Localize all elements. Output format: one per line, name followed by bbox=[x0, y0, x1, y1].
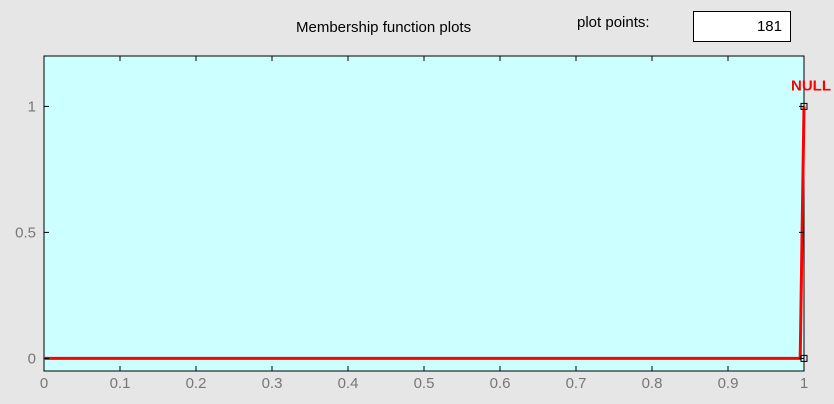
x-tick-label: 0.1 bbox=[110, 375, 131, 392]
plot-points-input[interactable] bbox=[693, 11, 791, 42]
x-tick-label: 0.7 bbox=[566, 375, 587, 392]
y-tick-label: 1 bbox=[28, 98, 36, 115]
mf-label-null[interactable]: NULL bbox=[791, 77, 831, 94]
x-tick-label: 0.2 bbox=[186, 375, 207, 392]
x-tick-label: 0.9 bbox=[718, 375, 739, 392]
x-tick-label: 0.6 bbox=[490, 375, 511, 392]
x-tick-label: 0.8 bbox=[642, 375, 663, 392]
plot-area[interactable] bbox=[43, 55, 805, 372]
x-tick-label: 1 bbox=[800, 375, 808, 392]
plot-title: Membership function plots bbox=[296, 19, 472, 36]
y-tick-label: 0.5 bbox=[15, 224, 36, 241]
mf-vertex-marker[interactable] bbox=[800, 354, 808, 362]
x-tick-label: 0 bbox=[40, 375, 48, 392]
mf-vertex-marker[interactable] bbox=[800, 102, 808, 110]
y-tick-label: 0 bbox=[28, 350, 36, 367]
x-tick-label: 0.4 bbox=[338, 375, 359, 392]
plot-points-label: plot points: bbox=[577, 14, 650, 31]
x-tick-label: 0.5 bbox=[414, 375, 435, 392]
x-tick-label: 0.3 bbox=[262, 375, 283, 392]
